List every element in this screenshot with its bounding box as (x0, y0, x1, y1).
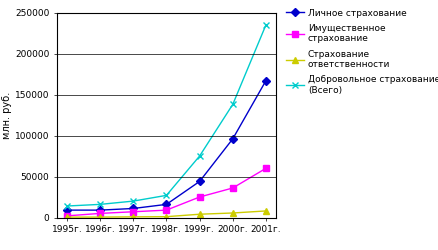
Добровольное страхование
(Всего) (131, 200, 136, 202)
Имущественное
страхование (64, 214, 70, 217)
Добровольное страхование
(Всего) (263, 23, 268, 26)
Y-axis label: млн. руб.: млн. руб. (2, 91, 12, 138)
Добровольное страхование
(Всего) (164, 194, 169, 197)
Line: Имущественное
страхование: Имущественное страхование (64, 166, 269, 219)
Личное страхование (131, 207, 136, 210)
Личное страхование (197, 180, 202, 183)
Добровольное страхование
(Всего) (197, 154, 202, 158)
Имущественное
страхование (197, 196, 202, 198)
Добровольное страхование
(Всего) (230, 103, 236, 106)
Личное страхование (64, 208, 70, 212)
Страхование
ответственности (164, 215, 169, 218)
Имущественное
страхование (164, 208, 169, 212)
Страхование
ответственности (197, 213, 202, 216)
Страхование
ответственности (263, 210, 268, 212)
Добровольное страхование
(Всего) (64, 204, 70, 208)
Имущественное
страхование (131, 210, 136, 213)
Имущественное
страхование (230, 186, 236, 190)
Страхование
ответственности (97, 216, 102, 218)
Line: Добровольное страхование
(Всего): Добровольное страхование (Всего) (64, 21, 269, 210)
Страхование
ответственности (131, 215, 136, 218)
Имущественное
страхование (97, 212, 102, 215)
Добровольное страхование
(Всего) (97, 203, 102, 206)
Legend: Личное страхование, Имущественное
страхование, Страхование
ответственности, Добр: Личное страхование, Имущественное страхо… (283, 5, 438, 98)
Личное страхование (230, 137, 236, 140)
Имущественное
страхование (263, 167, 268, 170)
Личное страхование (97, 208, 102, 212)
Страхование
ответственности (230, 212, 236, 214)
Личное страхование (263, 79, 268, 82)
Line: Личное страхование: Личное страхование (64, 78, 269, 213)
Line: Страхование
ответственности: Страхование ответственности (64, 208, 269, 220)
Страхование
ответственности (64, 216, 70, 218)
Личное страхование (164, 203, 169, 206)
